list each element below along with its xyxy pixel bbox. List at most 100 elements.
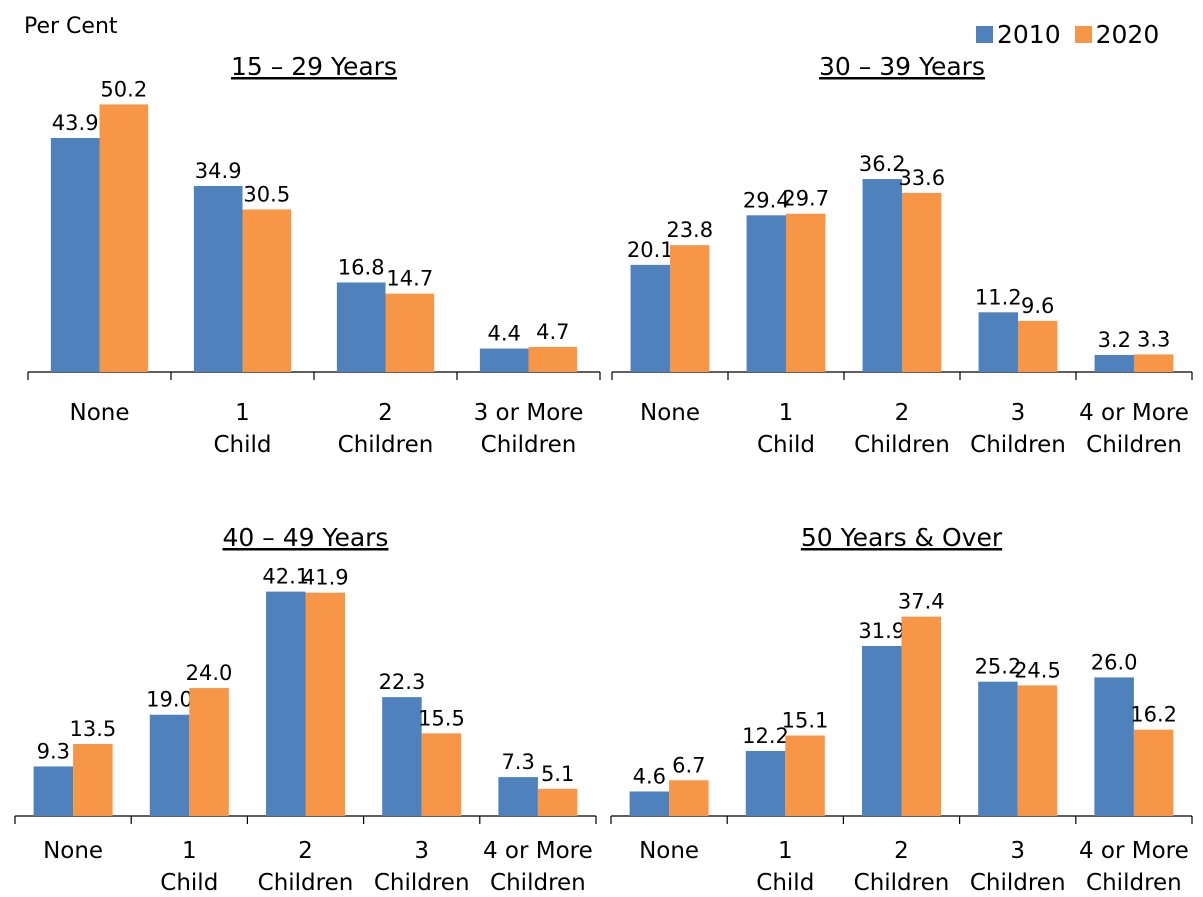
- panel-3-bar-2010-2: [149, 714, 190, 816]
- panel-2-bar-2010-3: [862, 179, 902, 372]
- panel-4-category-label-3: 2: [894, 838, 909, 864]
- panel-1-category-label-1: None: [69, 400, 129, 426]
- panel-1-data-label-2010-2: 34.9: [195, 159, 242, 183]
- panel-2-category-label-2: 1: [779, 400, 794, 426]
- panel-3-category-label-4: 3: [414, 838, 429, 864]
- legend-swatch-2010: [976, 26, 993, 43]
- panel-3-bar-2020-4: [421, 733, 462, 816]
- y-axis-label: Per Cent: [24, 14, 118, 39]
- panel-3-category-label-1: None: [43, 838, 103, 864]
- panel-2-data-label-2010-1: 20.1: [627, 238, 674, 262]
- panel-3-data-label-2020-2: 24.0: [186, 661, 233, 685]
- panel-1-category-label-4: 3 or More: [474, 400, 584, 426]
- panel-3-category-label-5: Children: [490, 870, 586, 896]
- panel-2-data-label-2010-5: 3.2: [1098, 328, 1131, 352]
- panel-3-data-label-2020-4: 15.5: [418, 706, 465, 730]
- panel-4-data-label-2020-2: 15.1: [782, 709, 829, 733]
- panel-2-category-label-2: Child: [757, 432, 815, 458]
- panel-2-data-label-2010-4: 11.2: [975, 285, 1022, 309]
- panel-3-bar-2010-5: [498, 777, 538, 816]
- panel-4-category-label-4: Children: [970, 870, 1066, 896]
- panel-3-category-label-4: Children: [374, 870, 470, 896]
- panel-1-bar-2010-4: [479, 348, 529, 372]
- panel-4-data-label-2010-1: 4.6: [633, 764, 666, 788]
- panel-4-data-label-2020-3: 37.4: [898, 590, 945, 614]
- panel-4-category-label-2: 1: [778, 838, 793, 864]
- panel-4-category-label-4: 3: [1010, 838, 1025, 864]
- panel-4-category-label-5: Children: [1086, 870, 1182, 896]
- panel-4-bar-2020-2: [785, 735, 825, 816]
- panel-3-data-label-2010-2: 19.0: [146, 688, 193, 712]
- panel-1-bar-2020-3: [385, 293, 435, 372]
- panel-2-bar-2020-4: [1018, 320, 1058, 372]
- panel-4-data-label-2010-5: 26.0: [1091, 650, 1138, 674]
- panel-3-data-label-2010-3: 42.1: [262, 565, 309, 589]
- panel-2-data-label-2010-3: 36.2: [859, 152, 906, 176]
- panel-3-bar-2020-5: [537, 788, 578, 816]
- panel-2-data-label-2020-3: 33.6: [898, 166, 945, 190]
- panel-1-data-label-2020-2: 30.5: [243, 182, 290, 206]
- panel-4-bar-2020-1: [669, 780, 709, 816]
- panel-4-category-label-3: Children: [854, 870, 950, 896]
- panel-2-category-label-5: Children: [1086, 432, 1182, 458]
- panel-1-category-label-4: Children: [481, 432, 577, 458]
- panel-2-bar-2010-2: [746, 215, 786, 372]
- panel-3-category-label-3: Children: [258, 870, 354, 896]
- panel-2-category-label-3: 2: [895, 400, 910, 426]
- panel-1-category-label-3: 2: [378, 400, 393, 426]
- panel-1-bar-2010-1: [50, 138, 100, 372]
- panel-2-data-label-2020-1: 23.8: [666, 218, 713, 242]
- panel-1-data-label-2020-3: 14.7: [386, 267, 433, 291]
- panel-3-bar-2010-3: [265, 591, 306, 816]
- panel-4-data-label-2010-3: 31.9: [858, 619, 905, 643]
- panel-3-category-label-2: 1: [182, 838, 197, 864]
- panel-4-bar-2010-5: [1094, 677, 1134, 816]
- panel-2-data-label-2020-5: 3.3: [1137, 327, 1170, 351]
- panel-3-bar-2010-1: [33, 766, 74, 816]
- panel-2-bar-2020-5: [1134, 354, 1174, 372]
- panel-3-data-label-2020-5: 5.1: [541, 762, 574, 786]
- panel-4-bar-2010-2: [745, 750, 786, 816]
- panel-2-category-label-3: Children: [854, 432, 950, 458]
- panel-4-data-label-2010-2: 12.2: [742, 724, 789, 748]
- legend-swatch-2020: [1074, 26, 1092, 43]
- panel-3-category-label-5: 4 or More: [483, 838, 593, 864]
- panel-2-category-label-4: 3: [1011, 400, 1026, 426]
- panel-2-bar-2010-1: [630, 264, 670, 372]
- legend-item-2020: 2020: [1074, 20, 1160, 49]
- panel-1-data-label-2020-1: 50.2: [100, 77, 147, 101]
- panel-3-category-label-2: Child: [160, 870, 218, 896]
- panel-3-data-label-2010-4: 22.3: [379, 670, 426, 694]
- panel-1-data-label-2020-4: 4.7: [536, 320, 569, 344]
- panel-4-title: 50 Years & Over: [801, 523, 1003, 552]
- panel-3-data-label-2010-5: 7.3: [501, 750, 534, 774]
- legend-label-2020: 2020: [1095, 20, 1160, 49]
- panel-2-category-label-5: 4 or More: [1079, 400, 1189, 426]
- panel-3-bar-2010-4: [382, 697, 422, 816]
- panel-4-category-label-5: 4 or More: [1079, 838, 1189, 864]
- panel-2-bar-2020-2: [786, 213, 826, 372]
- panel-1-data-label-2010-1: 43.9: [52, 111, 99, 135]
- panel-4-bar-2010-4: [978, 681, 1018, 816]
- panel-1-bar-2020-1: [99, 104, 149, 373]
- panel-4-data-label-2010-4: 25.2: [975, 655, 1022, 679]
- panel-2-category-label-4: Children: [970, 432, 1066, 458]
- panel-1-bar-2010-3: [336, 282, 386, 372]
- panel-3-bar-2020-2: [189, 688, 229, 816]
- panel-4-category-label-1: None: [639, 838, 699, 864]
- panel-4-bar-2020-5: [1133, 729, 1174, 816]
- panel-4-data-label-2020-4: 24.5: [1014, 658, 1061, 682]
- panel-2-bar-2020-3: [902, 192, 942, 372]
- panel-2-data-label-2010-2: 29.4: [743, 188, 790, 212]
- panel-1-category-label-2: 1: [235, 400, 250, 426]
- panel-3-data-label-2010-1: 9.3: [37, 739, 70, 763]
- panel-2-data-label-2020-4: 9.6: [1021, 294, 1054, 318]
- panel-3-data-label-2020-1: 13.5: [69, 717, 116, 741]
- panel-1-data-label-2010-4: 4.4: [487, 322, 520, 346]
- legend: 2010 2020: [976, 20, 1173, 49]
- panel-3-bar-2020-1: [73, 744, 113, 816]
- panel-2-data-label-2020-2: 29.7: [782, 187, 829, 211]
- panel-2-bar-2010-4: [978, 312, 1018, 372]
- panel-2-category-label-1: None: [640, 400, 700, 426]
- panel-2-title: 30 – 39 Years: [819, 52, 985, 81]
